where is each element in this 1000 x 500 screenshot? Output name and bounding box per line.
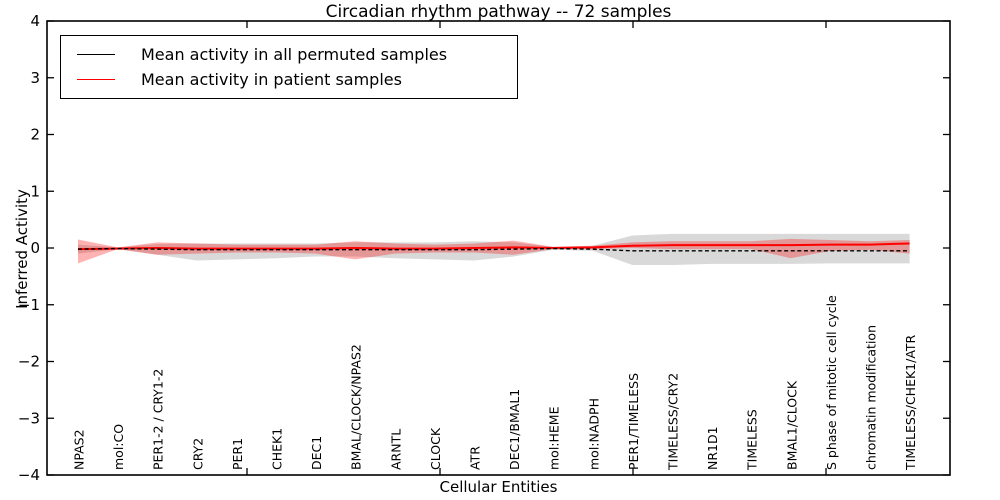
x-category-label: CRY2 xyxy=(190,438,205,470)
y-axis-title: Inferred Activity xyxy=(13,189,31,309)
y-tick-label: −4 xyxy=(18,466,40,484)
x-category-label: TIMELESS/CRY2 xyxy=(666,373,681,471)
x-category-label: mol:HEME xyxy=(547,406,562,470)
x-category-label: CLOCK xyxy=(428,427,443,470)
x-category-label: PER1-2 / CRY1-2 xyxy=(151,369,166,470)
patient-line-sample xyxy=(77,79,115,81)
y-tick-label: 4 xyxy=(30,12,40,30)
y-tick-label: 3 xyxy=(30,69,40,87)
legend-item-patient: Mean activity in patient samples xyxy=(61,70,517,89)
x-category-label: DEC1 xyxy=(309,436,324,470)
x-category-label: mol:CO xyxy=(111,424,126,470)
x-category-label: ATR xyxy=(468,446,483,470)
x-category-label: BMAL1/CLOCK xyxy=(784,380,799,470)
x-category-label: NR1D1 xyxy=(705,426,720,470)
x-category-label: PER1/TIMELESS xyxy=(626,373,641,470)
x-category-label: ARNTL xyxy=(388,429,403,470)
x-axis-title: Cellular Entities xyxy=(439,478,558,496)
permuted-mean-line xyxy=(77,247,910,252)
x-category-label: TIMELESS/CHEK1/ATR xyxy=(903,334,918,471)
permuted-line-sample xyxy=(77,53,115,55)
patient-mean-line xyxy=(77,242,910,251)
x-category-label: chromatin modification xyxy=(864,325,879,470)
x-category-label: S phase of mitotic cell cycle xyxy=(824,295,839,470)
legend-label-permuted: Mean activity in all permuted samples xyxy=(141,44,448,64)
y-tick-label: −3 xyxy=(18,409,40,427)
y-tick-label: 2 xyxy=(30,126,40,144)
x-category-label: CHEK1 xyxy=(270,428,285,470)
x-category-label: TIMELESS xyxy=(745,409,760,471)
y-tick-label: 1 xyxy=(30,182,40,200)
chart-title: Circadian rhythm pathway -- 72 samples xyxy=(325,2,672,22)
y-tick-label: 0 xyxy=(30,239,40,257)
x-category-label: BMAL/CLOCK/NPAS2 xyxy=(349,344,364,470)
x-category-label: DEC1/BMAL1 xyxy=(507,389,522,470)
legend: Mean activity in all permuted samples Me… xyxy=(60,35,518,99)
y-tick-label: −2 xyxy=(18,353,40,371)
legend-label-patient: Mean activity in patient samples xyxy=(141,70,402,90)
legend-item-permuted: Mean activity in all permuted samples xyxy=(61,45,517,64)
y-tick-label: −1 xyxy=(18,296,40,314)
x-category-label: NPAS2 xyxy=(72,429,87,470)
x-category-label: mol:NADPH xyxy=(586,398,601,470)
x-category-label: PER1 xyxy=(230,438,245,470)
